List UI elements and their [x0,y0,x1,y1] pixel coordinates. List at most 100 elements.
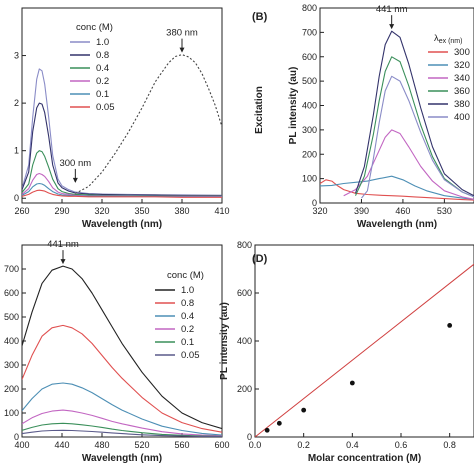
x-tick-label: 410 [214,206,229,216]
y-tick-label: 0 [247,432,252,442]
legend-label: 0.4 [181,311,194,322]
legend-label: 0.2 [96,76,109,87]
x-tick-label: 260 [14,206,29,216]
x-tick-label: 460 [395,206,410,216]
annotation-arrow [60,250,66,265]
legend-label: 0.05 [96,102,115,113]
legend-label: 0.2 [181,324,194,335]
legend-label: 0.1 [96,89,109,100]
legend: conc (M) 1.0 0.8 0.4 0.2 0.1 0.05 [155,270,204,361]
x-tick-label: 380 [174,206,189,216]
x-tick-label: 320 [312,206,327,216]
x-tick-label: 320 [94,206,109,216]
legend-title: conc (M) [76,22,113,33]
series-line-400 [361,75,474,199]
y-tick-label: 200 [237,384,252,394]
plot-frame [21,7,223,204]
legend-label: 360 [454,86,470,97]
annotation-arrow [389,15,395,30]
data-point [349,380,355,386]
x-tick-label: 0.6 [395,440,408,450]
y-tick-label: 0 [14,193,19,203]
y-tick-label: 500 [302,76,317,86]
series-line-0-2 [22,409,222,437]
series-line-1-0 [22,265,222,430]
panel-c: 400 440 480 520 560 600 0 100 200 300 400 500 600 700… [4,239,230,464]
x-tick-label: 350 [134,206,149,216]
y-axis-label: PL intensity (au) [219,302,230,380]
x-tick-label: 400 [14,440,29,450]
x-axis-label: Wavelength (nm) [82,453,162,464]
y-tick-label: 2 [14,98,19,108]
annotation-label: 300 nm [59,158,91,169]
legend-label: 0.8 [181,298,194,309]
x-tick-label: 440 [54,440,69,450]
y-tick-label: 400 [237,336,252,346]
panel-d: 0.0 0.2 0.4 0.6 0.8 0 200 400 600 800 Molar concen… [219,240,474,464]
x-tick-label: 0.8 [443,440,456,450]
legend-label: 0.05 [181,350,200,361]
legend-label: 300 [454,47,470,58]
y-tick-label: 800 [237,240,252,250]
legend-label: 380 [454,99,470,110]
fit-line [255,263,474,437]
plot-frame [254,244,474,438]
y-tick-label: 3 [14,51,19,61]
series-line-380 [354,30,474,197]
series-line-300 [320,179,474,201]
legend-label: 1.0 [96,37,109,48]
annotation-label: 380 nm [166,28,198,39]
legend: conc (M) 1.0 0.8 0.4 0.2 0.1 0.05 [70,22,115,113]
x-tick-label: 0.2 [297,440,310,450]
legend-title: conc (M) [167,270,204,281]
series-line-0-4 [22,382,222,436]
series-line-0-1 [22,422,222,437]
data-point [301,407,307,413]
y-tick-label: 300 [4,360,19,370]
series-line-excitation [75,54,222,194]
data-point [276,420,282,426]
legend-title: λex (nm) [434,33,462,45]
y-tick-label: 0 [312,198,317,208]
y-tick-label: 800 [302,3,317,13]
y-tick-label: 500 [4,312,19,322]
x-axis-label: Wavelength (nm) [357,219,437,230]
y-tick-label: 200 [4,384,19,394]
y-tick-label: 700 [4,264,19,274]
y-tick-label: 200 [302,149,317,159]
legend: λex (nm) 300 320 340 360 380 400 [428,33,470,123]
legend-label: 320 [454,60,470,71]
y-tick-label: 100 [4,408,19,418]
x-tick-label: 530 [437,206,452,216]
y-tick-label: 1 [14,146,19,156]
annotation-arrow [72,168,78,183]
x-tick-label: 600 [214,440,229,450]
x-tick-label: 0.0 [249,440,262,450]
legend-label: 340 [454,73,470,84]
annotation-arrow [179,38,185,53]
y-tick-label: 0 [14,432,19,442]
x-tick-label: 0.4 [346,440,359,450]
x-axis-label: Molar concentration (M) [308,453,421,464]
series-line-320 [320,175,474,200]
y-tick-label: 100 [302,174,317,184]
legend-label: 0.8 [96,50,109,61]
y-axis-label: PL intensity (au) [288,67,299,145]
legend-label: 400 [454,112,470,123]
panel-label: (D) [252,253,268,265]
y-tick-label: 600 [302,52,317,62]
panel-a: 260 290 320 350 380 410 0 1 2 3 Wavelength (nm) 380… [14,7,230,230]
legend-label: 0.4 [96,63,109,74]
series-line-0-8 [22,324,222,433]
annotation-label: 441 nm [376,4,408,15]
series-line-0-05 [22,189,222,198]
legend-label: 1.0 [181,285,194,296]
excitation-label: Excitation [254,86,265,134]
y-tick-label: 600 [4,288,19,298]
panel-label: (B) [252,11,268,23]
y-tick-label: 700 [302,27,317,37]
x-axis-label: Wavelength (nm) [82,219,162,230]
y-tick-label: 400 [302,101,317,111]
panel-b: 320 390 460 530 0 100 200 300 400 500 600 700 800 Wav… [252,3,474,230]
